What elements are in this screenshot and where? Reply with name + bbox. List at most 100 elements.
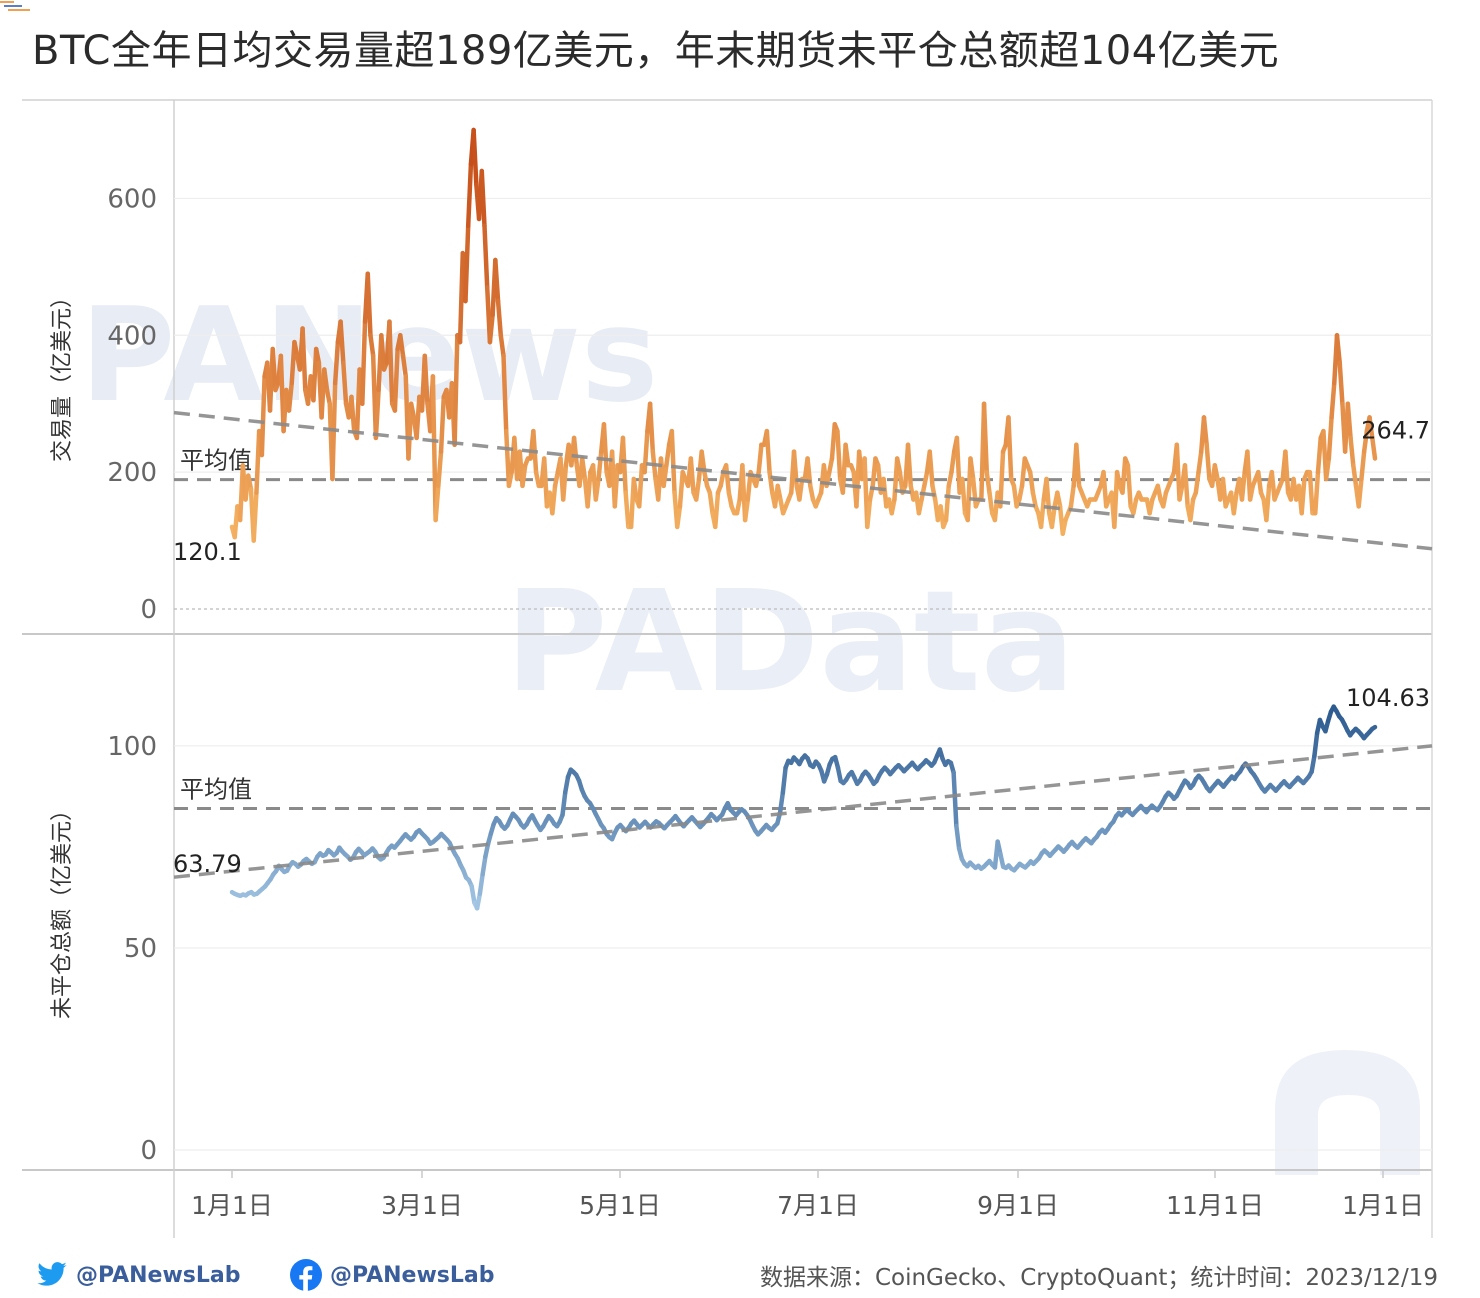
series-segment <box>631 476 639 502</box>
series-segment <box>506 469 514 489</box>
series-segment <box>550 483 558 516</box>
series-segment <box>636 463 645 509</box>
series-segment <box>477 872 485 897</box>
x-tick-label: 7月1日 <box>777 1191 859 1220</box>
series-segment <box>373 387 381 441</box>
series-segment <box>1369 724 1378 732</box>
series-segment <box>313 346 322 365</box>
facebook-icon <box>290 1259 322 1291</box>
facebook-handle[interactable]: @PANewsLab <box>290 1256 495 1294</box>
series-segment <box>286 380 294 413</box>
average-label: 平均值 <box>180 447 252 475</box>
series-segment <box>797 476 805 502</box>
series-segment <box>563 774 571 795</box>
series-segment <box>1299 476 1307 516</box>
series-segment <box>780 765 788 795</box>
series-segment <box>433 483 441 523</box>
x-tick-label: 9月1日 <box>977 1191 1059 1220</box>
series-segment <box>669 428 677 495</box>
series-segment <box>984 469 992 495</box>
start-value-label: 63.79 <box>173 850 242 878</box>
series-segment <box>1131 497 1139 516</box>
y-axis-label-volume: 交易量（亿美元） <box>50 286 75 463</box>
y-tick-label: 600 <box>107 184 157 214</box>
series-segment <box>368 333 376 359</box>
series-segment <box>1155 483 1163 502</box>
series-segment <box>1309 753 1317 774</box>
series-segment <box>332 339 341 386</box>
footer: @PANewsLab @PANewsLab 数据来源：CoinGecko、Cry… <box>18 1256 1438 1294</box>
series-segment <box>1337 360 1345 406</box>
series-segment <box>1348 435 1356 468</box>
series-segment <box>1193 469 1201 495</box>
watermark-logo <box>1275 1050 1420 1175</box>
series-segment <box>943 483 952 523</box>
series-segment <box>495 298 504 338</box>
series-segment <box>1120 456 1128 495</box>
series-segment <box>501 353 509 434</box>
series-segment <box>949 449 957 475</box>
series-segment <box>1006 415 1014 482</box>
series-segment <box>767 469 775 495</box>
series-segment <box>365 271 373 338</box>
series-segment <box>601 421 609 475</box>
series-segment <box>560 463 569 502</box>
series-segment <box>688 456 696 495</box>
series-segment <box>452 333 460 448</box>
series-segment <box>661 463 669 489</box>
series-segment <box>835 428 843 482</box>
series-segment <box>702 469 710 489</box>
series-segment <box>946 469 954 489</box>
series-segment <box>1359 449 1367 482</box>
series-segment <box>392 346 400 413</box>
series-segment <box>998 449 1006 509</box>
twitter-icon <box>37 1262 67 1286</box>
series-segment <box>1147 497 1155 516</box>
series-segment <box>1160 490 1169 509</box>
series-segment <box>707 490 715 516</box>
series-segment <box>341 360 349 406</box>
series-segment <box>1312 730 1320 759</box>
series-segment <box>694 476 702 502</box>
series-segment <box>387 319 395 406</box>
series-segment <box>1361 428 1370 454</box>
series-segment <box>593 476 601 502</box>
x-tick-label: 3月1日 <box>381 1191 463 1220</box>
series-segment <box>430 374 438 523</box>
trend-line <box>173 410 1433 551</box>
series-segment <box>764 428 772 475</box>
series-segment <box>1329 380 1337 420</box>
series-segment <box>726 490 734 509</box>
series-segment <box>520 463 528 489</box>
x-tick-label: 1月1日 <box>191 1191 273 1220</box>
series-segment <box>723 463 732 495</box>
series-segment <box>1027 469 1036 495</box>
series-segment <box>552 469 561 489</box>
series-segment <box>1074 442 1082 489</box>
series-segment <box>775 483 783 502</box>
series-segment <box>322 367 330 393</box>
series-segment <box>1307 469 1315 516</box>
series-segment <box>1334 333 1342 365</box>
series-segment <box>1264 483 1272 523</box>
series-segment <box>1315 435 1323 475</box>
twitter-handle[interactable]: @PANewsLab <box>36 1256 241 1294</box>
series-segment <box>1030 490 1038 509</box>
series-segment <box>300 326 308 393</box>
y-tick-label: 0 <box>140 595 157 625</box>
series-segment <box>251 490 259 543</box>
corner-decoration <box>0 1 30 11</box>
series-segment <box>808 483 816 502</box>
x-tick-label: 1月1日 <box>1342 1191 1424 1220</box>
series-segment <box>1345 401 1353 441</box>
end-value-label: 104.63 <box>1346 684 1430 712</box>
series-segment <box>623 490 631 530</box>
series-segment <box>1212 463 1220 482</box>
series-segment <box>1049 504 1057 530</box>
series-segment <box>968 456 976 482</box>
series-segment <box>843 442 851 468</box>
x-tick-label: 5月1日 <box>579 1191 661 1220</box>
series-segment <box>471 127 479 187</box>
series-segment <box>1323 456 1332 482</box>
series-segment <box>533 469 542 489</box>
